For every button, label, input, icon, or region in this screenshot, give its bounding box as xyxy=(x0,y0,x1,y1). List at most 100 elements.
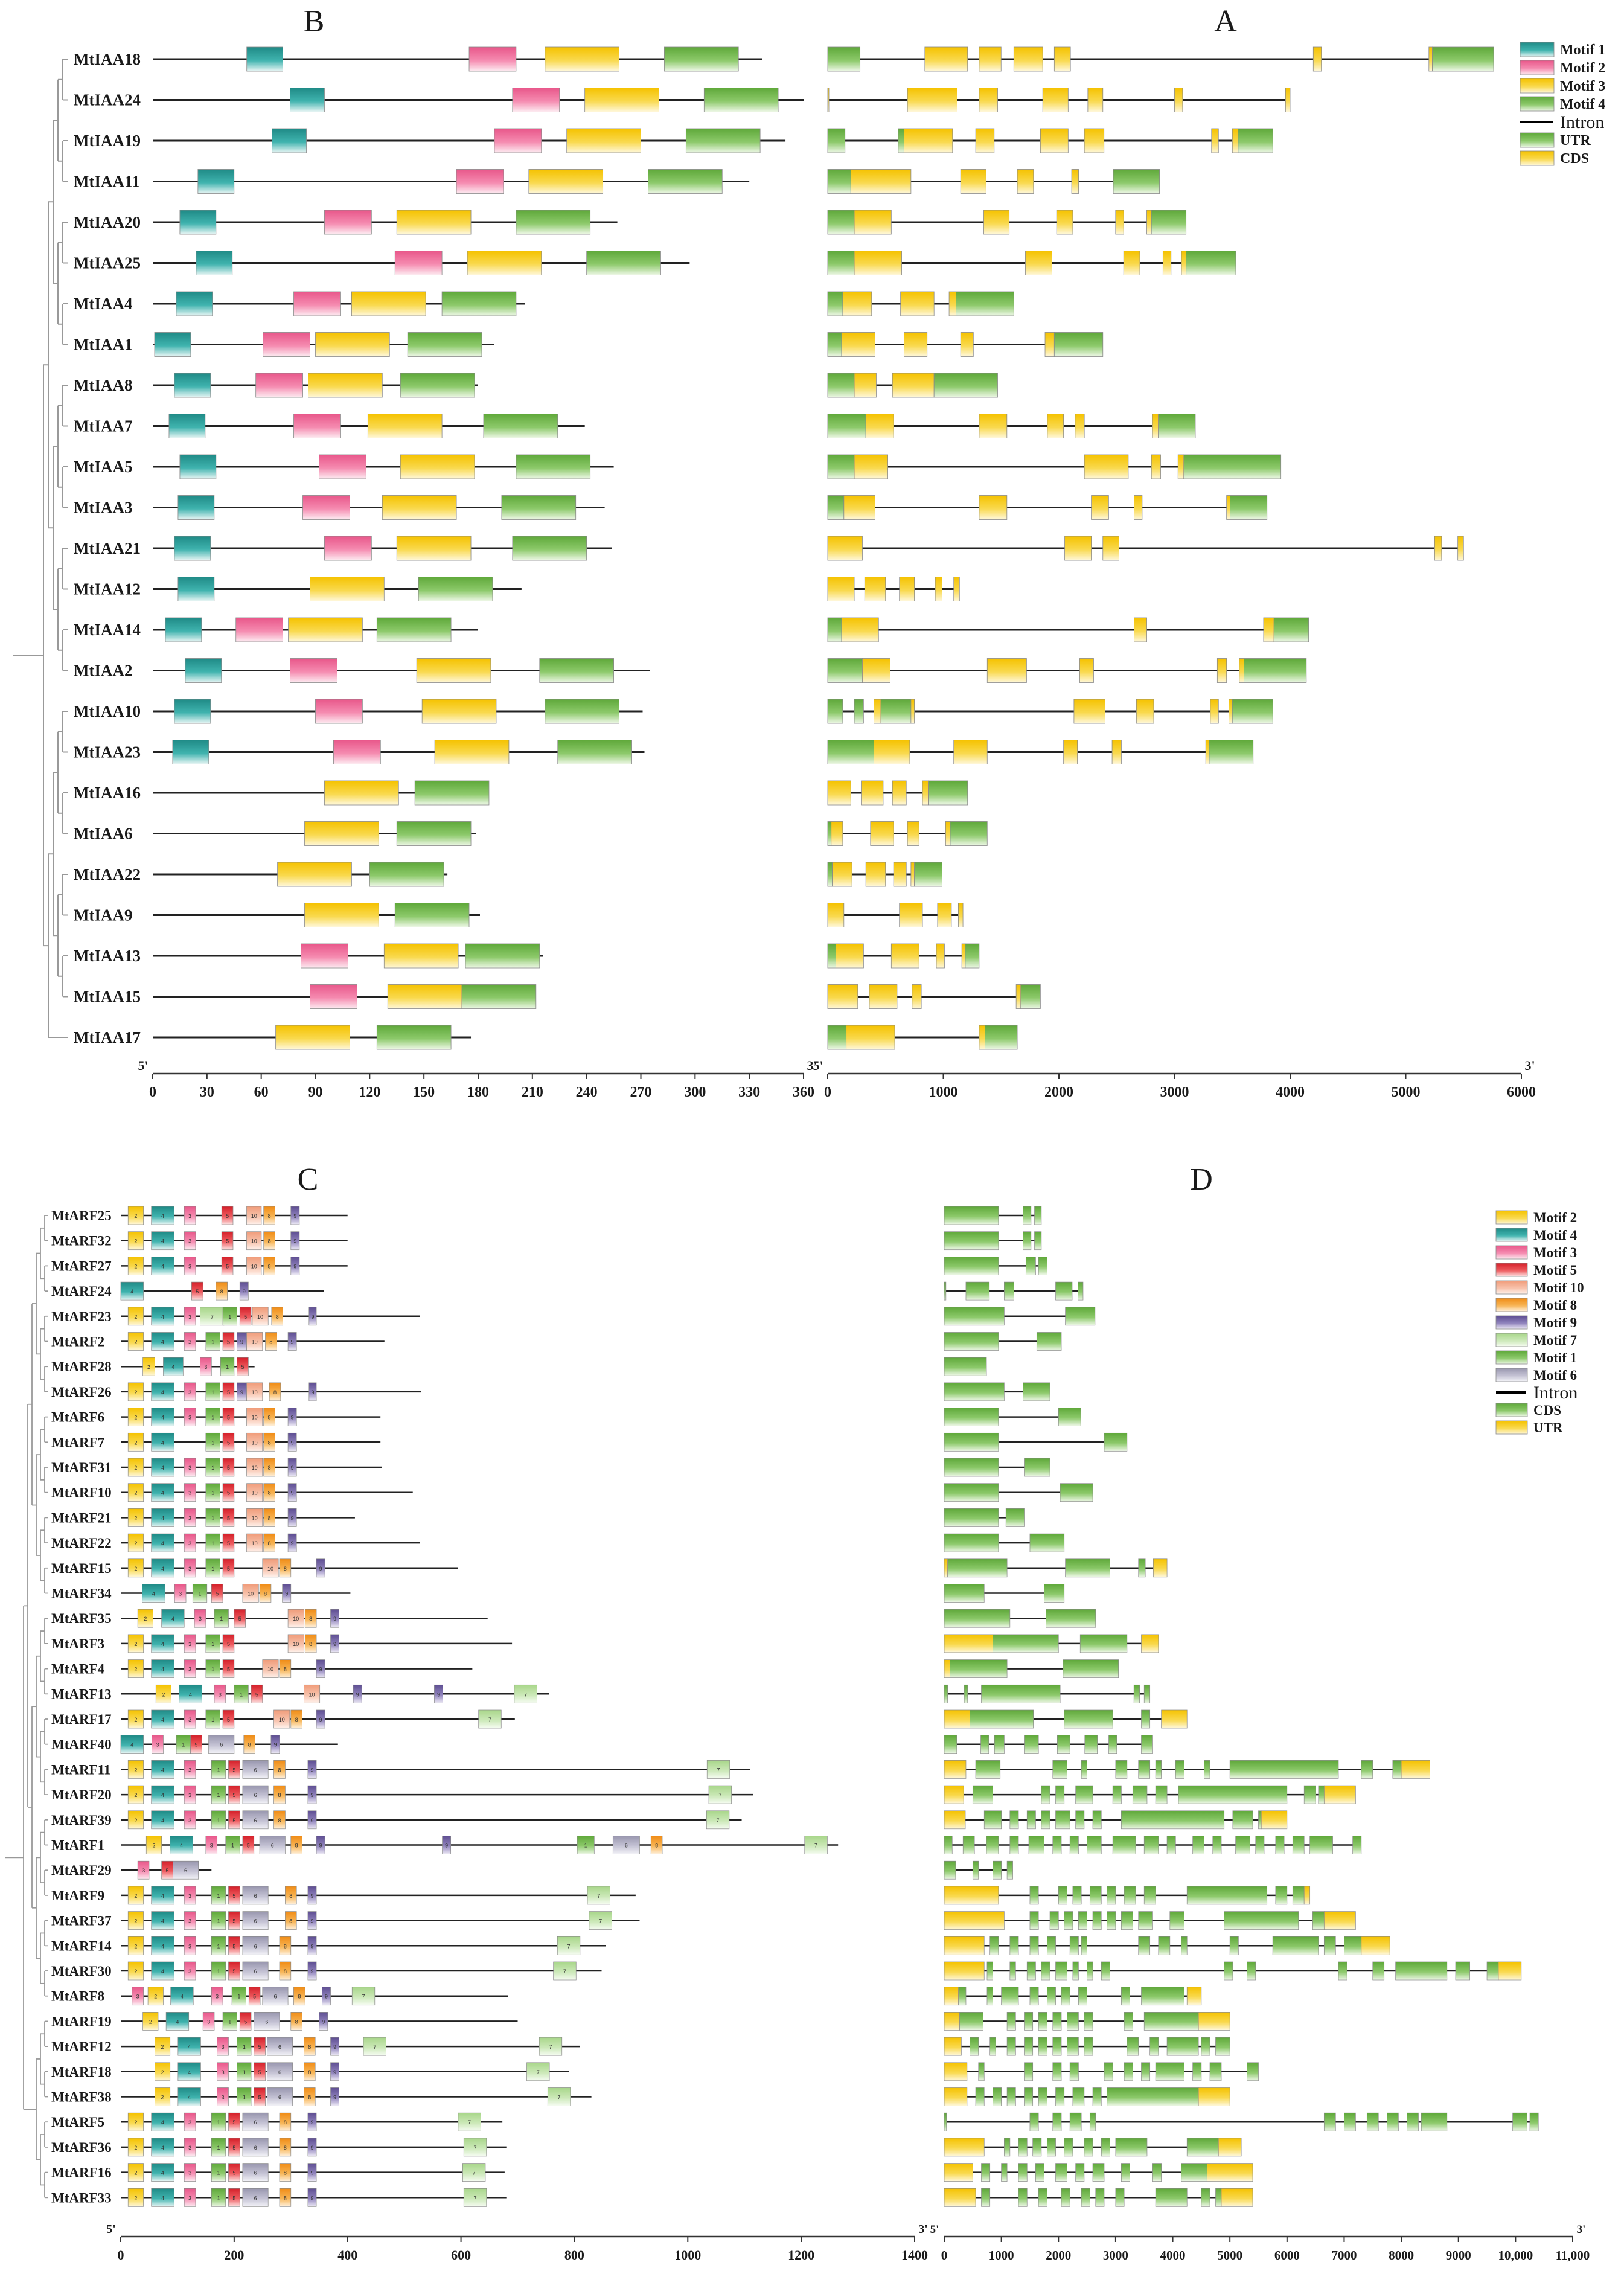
cds-block xyxy=(900,291,935,316)
cds-block xyxy=(1215,2188,1222,2207)
motif-4-box xyxy=(120,1281,144,1301)
cds-block xyxy=(893,862,907,887)
cds-block xyxy=(1235,1836,1250,1854)
utr-block xyxy=(827,1025,847,1050)
motif-8-box xyxy=(263,1231,275,1251)
motif-number-label: 8 xyxy=(295,1717,298,1723)
motif-7-box xyxy=(514,1684,537,1703)
motif-number-label: 2 xyxy=(134,2170,137,2176)
cds-block xyxy=(1075,414,1085,438)
motif-3-box xyxy=(184,1408,196,1426)
motif-10-box xyxy=(246,1382,263,1401)
motif-number-label: 3 xyxy=(136,1994,139,2000)
motif-8-box xyxy=(263,1257,275,1275)
motif-9-box xyxy=(287,1432,297,1452)
motif-number-label: 3 xyxy=(188,2195,191,2201)
motif-number-label: 9 xyxy=(311,1792,314,1798)
motif-2-box xyxy=(315,699,363,724)
motif-2-box xyxy=(394,251,443,275)
cds-block xyxy=(944,1432,999,1452)
motif-5-box xyxy=(228,1810,240,1830)
motif-3-box xyxy=(205,1836,218,1854)
motif-number-label: 5 xyxy=(227,1389,230,1395)
cds-block xyxy=(1087,88,1104,112)
cds-block xyxy=(861,780,884,806)
panel-a-gene-structure xyxy=(827,46,1494,1050)
utr-block xyxy=(827,658,863,683)
motif-10-box xyxy=(246,1508,263,1527)
cds-block xyxy=(1069,1936,1079,1955)
cds-block xyxy=(1166,1836,1176,1854)
cds-block xyxy=(1052,2012,1062,2031)
motif-10-box xyxy=(304,1684,321,1703)
motif-number-label: 4 xyxy=(189,1691,192,1697)
motif-2-box xyxy=(293,414,341,438)
motif-2-box xyxy=(235,617,283,642)
cds-block xyxy=(1081,1936,1087,1955)
motif-number-label: 10 xyxy=(252,1540,258,1546)
cds-block xyxy=(1177,454,1184,479)
motif-2-box xyxy=(127,2188,144,2207)
motif-number-label: 9 xyxy=(333,2095,336,2101)
motif-number-label: 8 xyxy=(268,1238,271,1244)
utr-block xyxy=(944,2188,976,2207)
motif-number-label: 5 xyxy=(227,1540,230,1546)
motif-3-box xyxy=(277,862,352,887)
cds-block xyxy=(1084,128,1105,153)
motif-number-label: 5 xyxy=(232,1767,235,1773)
motif-1-box xyxy=(234,1684,249,1703)
cds-block xyxy=(972,1785,993,1804)
motif-number-label: 6 xyxy=(254,1968,257,1975)
motif-3-box xyxy=(217,2062,229,2081)
cds-block xyxy=(1095,2188,1105,2207)
axis-tick-label: 0 xyxy=(149,1084,156,1100)
motif-number-label: 8 xyxy=(268,1465,271,1471)
motif-2-box xyxy=(127,1206,144,1225)
motif-3-box xyxy=(288,617,363,642)
cds-block xyxy=(1029,1533,1065,1552)
motif-4-box xyxy=(170,1836,193,1854)
motif-4-box xyxy=(151,1257,174,1275)
gene-name-mtiaa23: MtIAA23 xyxy=(74,743,141,761)
motif-number-label: 10 xyxy=(251,1263,257,1269)
motif-3-box xyxy=(217,2037,229,2056)
cds-block xyxy=(1138,1760,1151,1779)
gene-name-mtarf37: MtARF37 xyxy=(51,1914,112,1929)
cds-block xyxy=(1056,210,1073,235)
motif-number-label: 5 xyxy=(227,1641,230,1647)
motif-8-box xyxy=(285,1886,297,1905)
motif-number-label: 8 xyxy=(278,1818,281,1824)
axis-tick-label: 1000 xyxy=(674,2247,701,2263)
motif-number-label: 2 xyxy=(161,2044,164,2050)
cds-block xyxy=(1141,1709,1151,1729)
motif-number-label: 1 xyxy=(211,1540,214,1546)
cds-block xyxy=(1215,2037,1230,2056)
gene-name-mtiaa11: MtIAA11 xyxy=(74,173,140,191)
motif-number-label: 10 xyxy=(293,1616,299,1622)
motif-4-box xyxy=(151,1508,174,1527)
motif-8-box xyxy=(243,1735,255,1754)
motif-number-label: 7 xyxy=(473,2170,476,2176)
motif-5-box xyxy=(228,1886,240,1905)
motif-number-label: 4 xyxy=(161,1667,164,1673)
motif-1-box xyxy=(205,1332,220,1351)
cds-block xyxy=(1023,1382,1050,1401)
cds-block xyxy=(944,1483,999,1502)
motif-number-label: 5 xyxy=(227,1667,230,1673)
cds-block xyxy=(1323,2112,1336,2131)
motif-3-box xyxy=(184,1936,196,1955)
motif-number-label: 4 xyxy=(130,1289,133,1295)
cds-block xyxy=(994,1735,1005,1754)
motif-number-label: 4 xyxy=(161,1968,164,1975)
motif-number-label: 5 xyxy=(232,2195,235,2201)
motif-number-label: 1 xyxy=(217,1767,220,1773)
utr-block xyxy=(1432,46,1494,72)
cds-block xyxy=(1046,2138,1056,2157)
utr-block xyxy=(914,862,942,887)
motif-number-label: 6 xyxy=(254,1792,257,1798)
motif-7-box xyxy=(463,2138,487,2157)
motif-number-label: 8 xyxy=(284,2145,287,2151)
cds-block xyxy=(1075,2163,1085,2182)
cds-block xyxy=(989,1936,999,1955)
